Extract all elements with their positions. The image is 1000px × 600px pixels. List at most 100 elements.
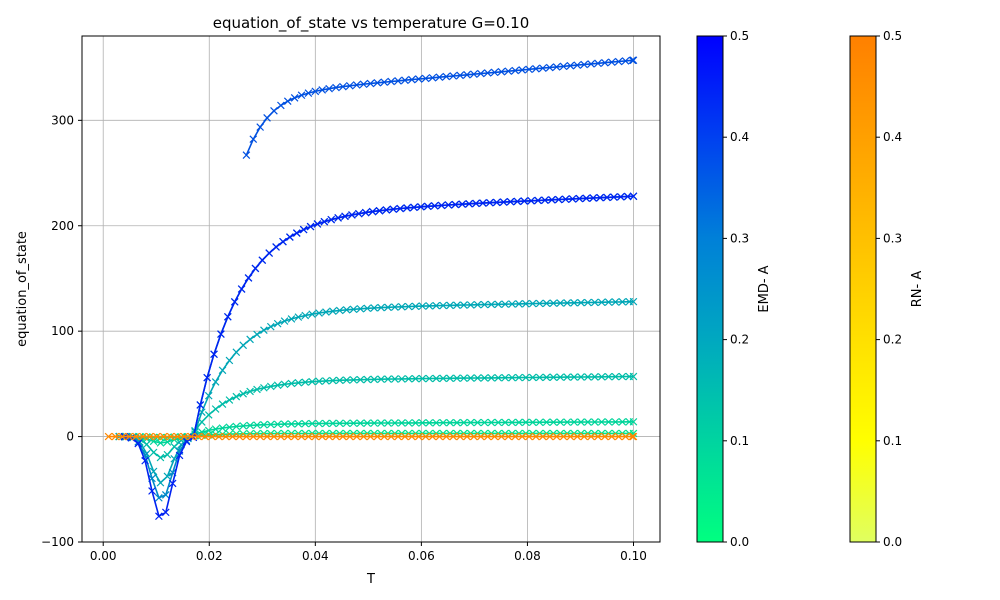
emd-point-marker bbox=[446, 301, 454, 310]
emd-point-marker bbox=[308, 310, 316, 319]
emd-point-marker bbox=[418, 302, 427, 310]
emd-point-marker bbox=[397, 375, 406, 383]
emd-point-marker bbox=[446, 374, 454, 383]
rn-point-marker bbox=[111, 432, 120, 441]
emd-point-marker bbox=[611, 418, 620, 426]
emd-point-marker bbox=[301, 378, 310, 386]
emd-point-marker bbox=[480, 300, 489, 309]
emd-point-marker bbox=[342, 419, 351, 428]
emd-point-marker bbox=[258, 256, 267, 265]
emd-point-marker bbox=[256, 123, 264, 131]
x-tick-label: 0.10 bbox=[620, 549, 647, 563]
emd-point-marker bbox=[287, 379, 296, 388]
series-layer bbox=[104, 56, 638, 521]
emd-point-marker bbox=[629, 418, 638, 426]
emd-point-marker bbox=[528, 299, 537, 308]
emd-point-marker bbox=[614, 57, 623, 66]
emd-point-marker bbox=[322, 377, 330, 385]
emd-point-marker bbox=[260, 326, 268, 335]
emd-point-marker bbox=[435, 73, 444, 82]
emd-point-marker bbox=[411, 374, 420, 383]
emd-point-marker bbox=[515, 418, 523, 427]
emd-point-marker bbox=[237, 285, 246, 293]
emd-point-marker bbox=[501, 418, 509, 427]
emd-point-marker bbox=[384, 375, 392, 383]
rn-point-marker bbox=[180, 432, 189, 441]
emd-point-marker bbox=[273, 420, 282, 429]
rn-point-marker bbox=[173, 432, 182, 441]
emd-point-marker bbox=[541, 196, 549, 204]
rn-point-marker bbox=[339, 432, 347, 441]
emd-point-marker bbox=[535, 418, 544, 427]
emd-point-marker bbox=[577, 298, 585, 307]
emd-point-marker bbox=[611, 372, 620, 381]
emd-point-marker bbox=[629, 372, 638, 381]
rn-point-marker bbox=[318, 432, 327, 441]
emd-point-marker bbox=[554, 195, 563, 204]
emd-point-marker bbox=[492, 198, 501, 207]
rn-point-marker bbox=[490, 432, 499, 441]
rn-point-marker bbox=[628, 432, 637, 441]
emd-point-marker bbox=[134, 439, 143, 448]
emd-point-marker bbox=[428, 73, 437, 82]
rn-point-marker bbox=[277, 432, 285, 441]
emd-point-marker bbox=[342, 376, 351, 384]
emd-point-marker bbox=[511, 66, 520, 75]
emd-point-marker bbox=[349, 419, 358, 428]
emd-point-marker bbox=[397, 419, 406, 427]
emd-point-marker bbox=[325, 84, 333, 93]
colorbar-emd-ticks: 0.0 0.1 0.2 0.3 0.4 0.5 bbox=[723, 29, 749, 549]
rn-point-marker bbox=[421, 432, 430, 441]
emd-point-marker bbox=[196, 401, 205, 409]
emd-point-marker bbox=[320, 217, 329, 226]
emd-point-marker bbox=[490, 68, 499, 77]
emd-point-marker bbox=[538, 64, 547, 72]
emd-point-marker bbox=[230, 298, 239, 306]
emd-point-marker bbox=[601, 58, 609, 67]
emd-point-marker bbox=[528, 418, 537, 427]
emd-point-marker bbox=[607, 58, 616, 66]
emd-point-marker bbox=[594, 59, 602, 68]
emd-point-marker bbox=[545, 63, 554, 72]
emd-point-marker bbox=[487, 418, 496, 427]
emd-point-marker bbox=[232, 422, 241, 431]
emd-point-marker bbox=[473, 418, 482, 427]
emd-point-marker bbox=[266, 420, 275, 429]
emd-point-marker bbox=[499, 198, 508, 206]
rn-point-marker bbox=[442, 432, 451, 441]
emd-point-marker bbox=[272, 243, 280, 251]
emd-point-marker bbox=[354, 209, 363, 218]
emd-point-marker bbox=[332, 83, 340, 92]
rn-point-marker bbox=[614, 432, 623, 441]
emd-point-marker bbox=[629, 56, 638, 65]
emd-point-marker bbox=[589, 194, 598, 202]
emd-point-marker bbox=[306, 222, 315, 231]
emd-point-marker bbox=[370, 419, 379, 427]
rn-point-marker bbox=[532, 432, 540, 441]
emd-point-marker bbox=[342, 306, 351, 314]
emd-point-marker bbox=[246, 421, 254, 430]
emd-point-marker bbox=[218, 424, 227, 432]
emd-point-marker bbox=[163, 438, 172, 446]
emd-series-line-3 bbox=[119, 300, 634, 484]
emd-point-marker bbox=[225, 423, 234, 432]
chart-title: equation_of_state vs temperature G=0.10 bbox=[213, 14, 530, 33]
emd-point-marker bbox=[294, 378, 303, 387]
rn-point-marker bbox=[297, 432, 306, 441]
rn-point-marker bbox=[573, 432, 582, 441]
emd-point-marker bbox=[604, 372, 613, 381]
emd-point-marker bbox=[304, 89, 313, 97]
emd-point-marker bbox=[425, 374, 434, 383]
x-tick-label: 0.00 bbox=[90, 549, 117, 563]
emd-point-marker bbox=[301, 311, 310, 320]
emd-point-marker bbox=[527, 196, 535, 205]
emd-point-marker bbox=[444, 201, 453, 209]
rn-point-marker bbox=[214, 432, 223, 441]
emd-point-marker bbox=[377, 303, 385, 312]
emd-point-marker bbox=[204, 426, 213, 435]
emd-point-marker bbox=[618, 372, 627, 381]
emd-point-marker bbox=[616, 192, 625, 201]
emd-point-marker bbox=[260, 420, 268, 429]
emd-point-marker bbox=[411, 302, 420, 311]
emd-point-marker bbox=[308, 419, 316, 428]
